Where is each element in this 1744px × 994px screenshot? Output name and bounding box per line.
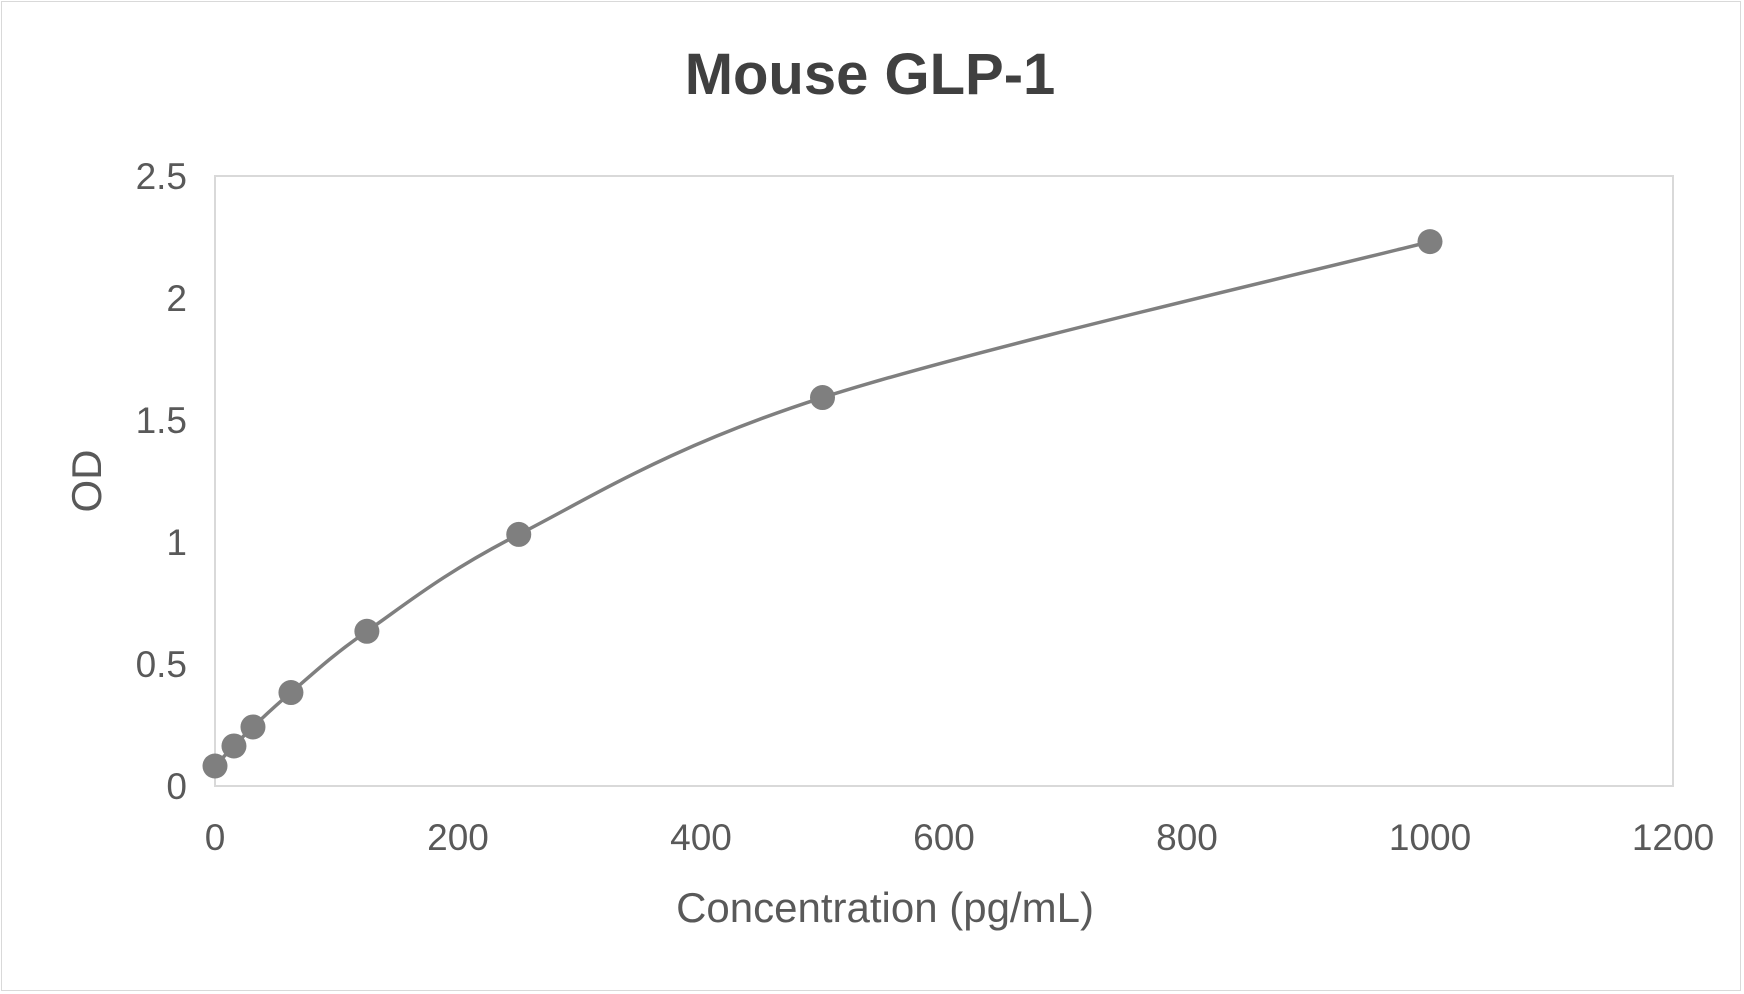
x-axis-label: Concentration (pg/mL): [676, 884, 1094, 931]
x-tick-label: 200: [427, 817, 489, 858]
data-point: [354, 618, 380, 644]
y-tick-label: 1: [166, 522, 187, 563]
y-tick-label: 1.5: [136, 400, 187, 441]
y-tick-label: 2.5: [136, 156, 187, 197]
series-line: [213, 239, 1431, 768]
data-point: [240, 714, 266, 740]
data-point: [278, 680, 304, 706]
x-tick-label: 0: [205, 817, 226, 858]
x-tick-label: 800: [1156, 817, 1218, 858]
data-point: [506, 521, 532, 547]
plot-area: [214, 175, 1674, 787]
data-point: [810, 385, 835, 411]
x-tick-label: 600: [913, 817, 975, 858]
y-tick-label: 0.5: [136, 644, 187, 685]
y-tick-label: 2: [166, 278, 187, 319]
data-point: [221, 733, 247, 759]
data-point: [1417, 229, 1443, 255]
x-tick-label: 1000: [1389, 817, 1471, 858]
x-tick-label: 1200: [1632, 817, 1714, 858]
chart-title: Mouse GLP-1: [685, 42, 1056, 107]
y-axis-label: OD: [63, 450, 110, 513]
x-tick-label: 400: [670, 817, 732, 858]
data-point: [202, 753, 228, 779]
y-tick-label: 0: [166, 766, 187, 807]
